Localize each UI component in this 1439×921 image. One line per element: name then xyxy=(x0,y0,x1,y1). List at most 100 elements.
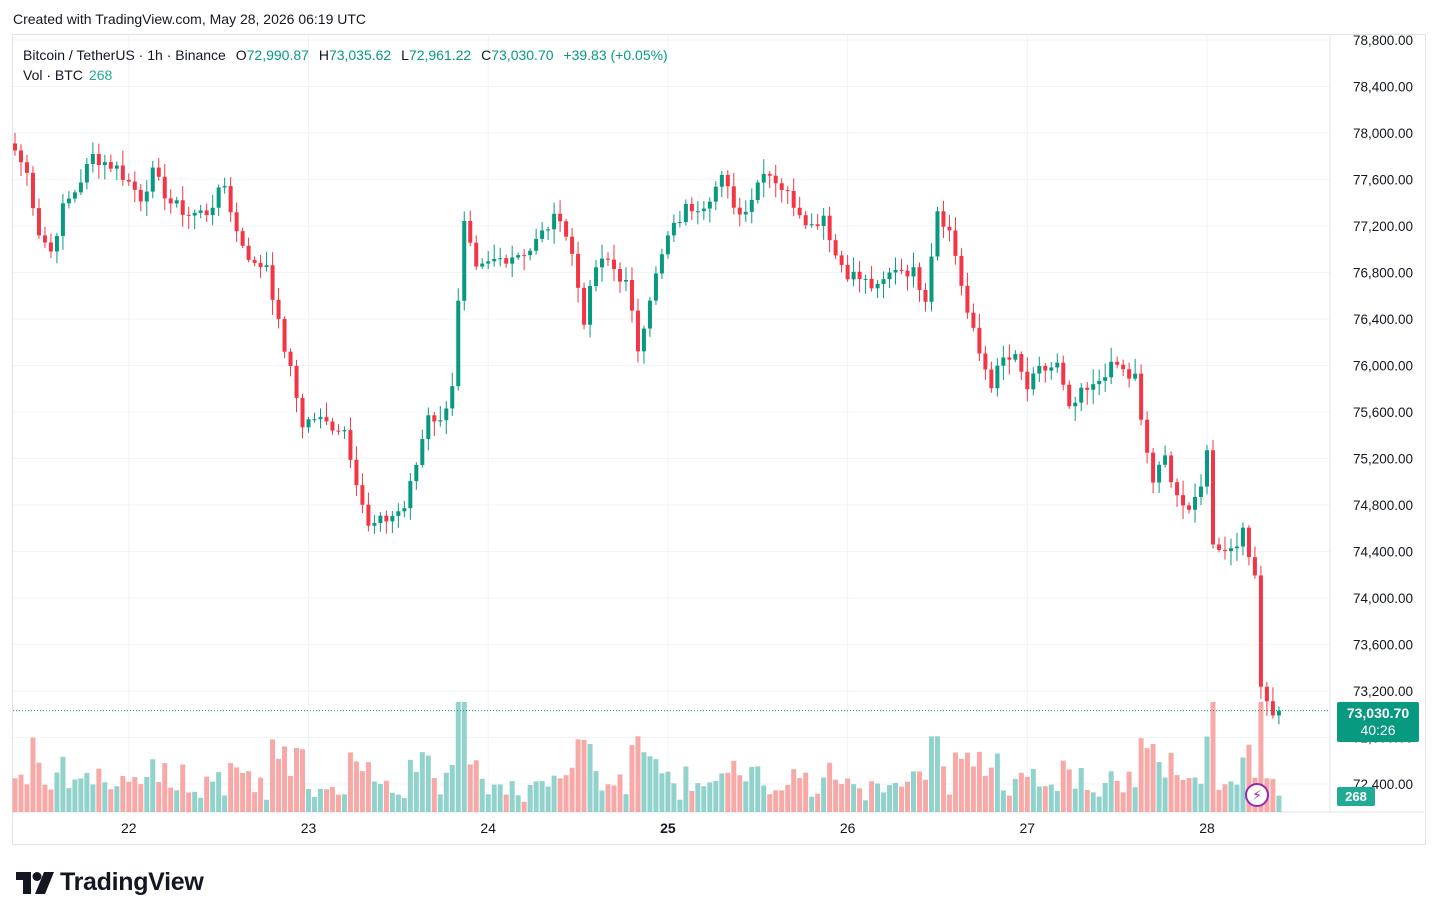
candle-body xyxy=(695,211,700,213)
volume-bar xyxy=(329,787,335,812)
volume-bar xyxy=(1024,776,1030,812)
volume-bar xyxy=(216,772,222,812)
candle-body xyxy=(492,258,497,262)
candle-body xyxy=(438,420,443,422)
created-with-text: Created with TradingView.com, May 28, 20… xyxy=(13,11,367,27)
volume-bar xyxy=(671,783,677,812)
candle-body xyxy=(851,271,856,280)
candle-body xyxy=(1193,496,1198,510)
candle-body xyxy=(246,245,251,260)
candle-body xyxy=(228,186,233,213)
candle-body xyxy=(1163,455,1168,465)
volume-bar xyxy=(288,775,294,812)
candle-body xyxy=(1258,575,1263,687)
volume-bar xyxy=(1138,738,1144,812)
volume-bar xyxy=(899,786,905,812)
x-tick-label: 28 xyxy=(1199,820,1215,836)
candle-body xyxy=(534,238,539,251)
candle-body xyxy=(989,369,994,389)
volume-bar xyxy=(467,764,473,812)
price-axis: 78,800.00 78,400.00 78,000.00 77,600.00 77,2… xyxy=(1353,33,1413,792)
candle-body xyxy=(1037,365,1042,374)
candle-body xyxy=(1139,373,1144,420)
open-label: O xyxy=(235,47,247,63)
volume-bar xyxy=(1072,788,1078,812)
candle-body xyxy=(1211,450,1215,545)
candle-body xyxy=(348,430,353,460)
volume-bar xyxy=(258,777,264,812)
volume-bar xyxy=(359,771,365,812)
candle-body xyxy=(522,255,527,257)
candle-body xyxy=(372,523,377,526)
volume-bar xyxy=(1066,769,1072,812)
candle-body xyxy=(576,253,581,288)
volume-bar xyxy=(1060,760,1066,812)
volume-bar xyxy=(743,781,749,812)
volume-bar xyxy=(845,778,851,812)
volume-bar xyxy=(491,784,497,812)
volume-bar xyxy=(952,752,958,812)
y-tick-label: 75,200.00 xyxy=(1353,452,1413,467)
volume-bar xyxy=(809,796,815,812)
candle-body xyxy=(462,221,467,301)
candle-body xyxy=(516,255,521,258)
candle-body xyxy=(156,167,161,177)
volume-bar xyxy=(1096,796,1102,812)
volume-bar xyxy=(282,746,288,812)
volume-bar xyxy=(473,760,479,812)
volume-label[interactable]: Vol · BTC xyxy=(23,67,83,83)
volume-bar xyxy=(84,772,90,812)
last-volume-tag: 268 xyxy=(1337,787,1375,806)
volume-bar xyxy=(1180,779,1186,812)
candle-body xyxy=(504,258,509,264)
volume-bar xyxy=(761,785,767,812)
volume-bar xyxy=(192,791,198,812)
volume-bar xyxy=(833,779,839,812)
volume-bar xyxy=(389,792,395,812)
volume-bar xyxy=(1246,744,1252,812)
volume-bar xyxy=(150,759,156,812)
volume-bar xyxy=(587,744,593,812)
volume-bar xyxy=(1222,784,1228,812)
volume-bar xyxy=(988,767,994,812)
volume-bar xyxy=(144,776,150,812)
volume-bar xyxy=(976,751,982,812)
candle-body xyxy=(66,198,71,204)
volume-bar xyxy=(707,782,713,812)
candle-body xyxy=(408,481,413,509)
volume-bar xyxy=(821,777,827,812)
candle-body xyxy=(54,235,59,252)
candle-body xyxy=(749,200,754,212)
volume-bar xyxy=(1216,789,1222,812)
candle-body xyxy=(18,150,23,163)
candle-body xyxy=(546,229,551,231)
x-tick-label: 23 xyxy=(301,820,317,836)
candle-body xyxy=(324,417,329,422)
candle-body xyxy=(659,254,664,274)
volume-bar xyxy=(42,784,48,812)
candle-body xyxy=(90,154,95,164)
lightning-icon[interactable]: ⚡ xyxy=(1245,783,1269,807)
candle-body xyxy=(1121,364,1126,370)
tradingview-logo[interactable]: TradingView xyxy=(16,868,204,897)
symbol-title[interactable]: Bitcoin / TetherUS · 1h · Binance xyxy=(23,47,226,63)
candle-body xyxy=(480,263,485,267)
candle-body xyxy=(282,318,287,352)
volume-bar xyxy=(575,739,581,812)
volume-bar xyxy=(905,781,911,812)
volume-bar xyxy=(1048,784,1054,812)
candle-body xyxy=(1115,361,1120,365)
candle-body xyxy=(150,167,155,192)
volume-bar xyxy=(994,753,1000,812)
candle-body xyxy=(701,208,706,212)
volume-bar xyxy=(413,772,419,812)
volume-bar xyxy=(222,795,228,812)
last-price-value: 73,030.70 xyxy=(1346,705,1410,721)
volume-bar xyxy=(1120,792,1126,812)
candle-body xyxy=(108,162,113,169)
candle-body xyxy=(186,214,191,216)
candle-body xyxy=(869,278,874,289)
candle-body xyxy=(1085,387,1090,390)
volume-bar xyxy=(138,784,144,812)
